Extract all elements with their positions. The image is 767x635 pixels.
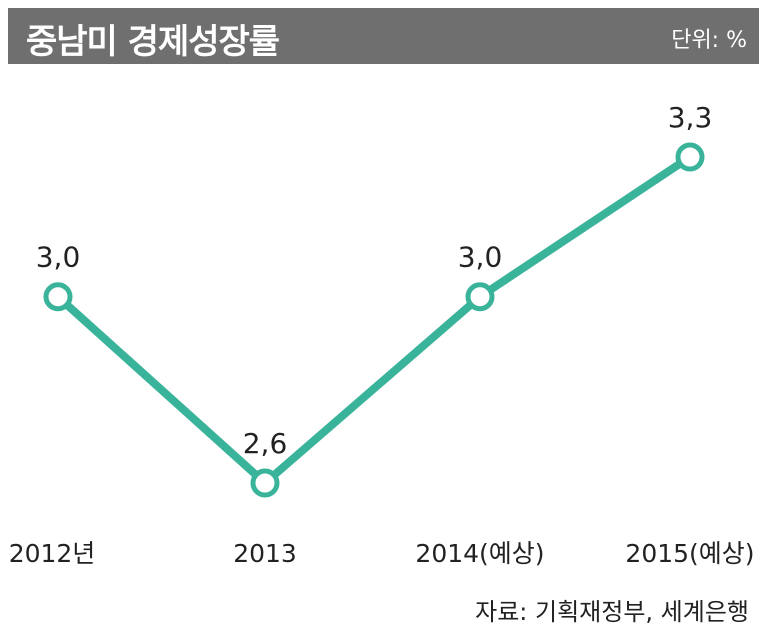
source-note: 자료: 기획재정부, 세계은행 xyxy=(475,598,749,626)
x-tick-label: 2015(예상) xyxy=(625,539,754,568)
chart-header: 중남미 경제성장률 단위: % xyxy=(8,8,759,64)
data-point xyxy=(43,282,73,312)
data-label: 2,6 xyxy=(243,427,288,460)
data-label: 3,0 xyxy=(458,241,503,274)
data-point xyxy=(465,282,495,312)
data-label: 3,0 xyxy=(36,241,81,274)
chart-title: 중남미 경제성장률 xyxy=(26,22,280,62)
data-point xyxy=(250,468,280,498)
x-tick-label: 2012년 xyxy=(9,539,96,568)
data-point xyxy=(675,142,705,172)
x-tick-label: 2014(예상) xyxy=(415,539,544,568)
series-line xyxy=(54,153,694,487)
unit-label: 단위: % xyxy=(671,28,747,53)
data-label: 3,3 xyxy=(668,101,713,134)
x-tick-label: 2013 xyxy=(233,539,297,568)
